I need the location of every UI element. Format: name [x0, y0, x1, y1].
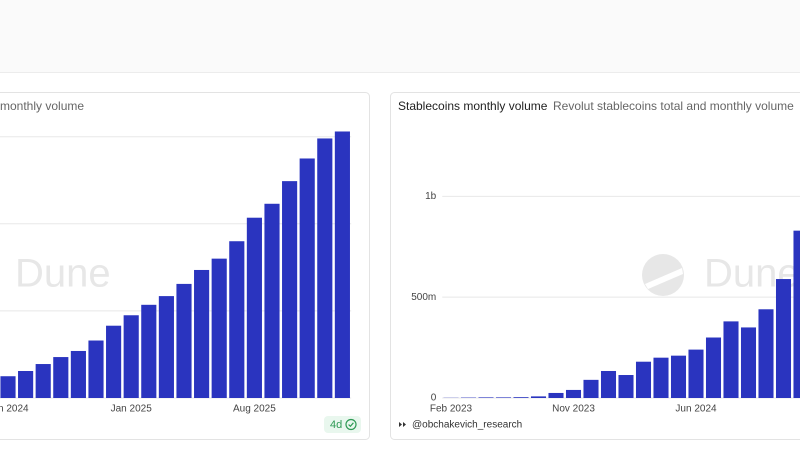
x-tick-label: Jun 2024: [675, 404, 717, 415]
watermark: Dune: [15, 252, 111, 296]
bar: [705, 337, 722, 398]
bar: [723, 321, 739, 398]
check-icon: [348, 422, 354, 428]
x-tick-label: Jun 2024: [0, 404, 29, 415]
bar: [513, 397, 529, 398]
x-tick-label: Aug 2025: [233, 404, 276, 415]
bar: [317, 138, 333, 399]
bar: [740, 327, 757, 398]
bar: [334, 131, 350, 398]
x-tick-label: Feb 2023: [430, 404, 473, 415]
bar: [282, 181, 298, 398]
top-bar: [0, 0, 800, 72]
check-icon: [345, 418, 357, 431]
bar: [653, 357, 669, 398]
bar: [88, 340, 104, 398]
bar: [635, 361, 652, 398]
bar: [158, 296, 174, 398]
bar: [478, 397, 494, 398]
badge: [324, 416, 361, 433]
bar: [53, 357, 69, 398]
bar: [106, 325, 122, 398]
x-tick-label: Nov 2023: [552, 404, 595, 415]
watermark-logo: [645, 268, 683, 289]
bar: [688, 349, 704, 398]
y-tick-label: 1b: [425, 191, 437, 202]
bar: [618, 375, 634, 398]
bar: [70, 350, 86, 398]
bar: [565, 389, 582, 398]
bar: [299, 158, 315, 398]
author: @obchakevich_research: [412, 420, 522, 431]
bar: [775, 279, 792, 398]
bar: [246, 217, 262, 398]
bar: [0, 376, 16, 398]
bar: [194, 269, 210, 398]
bar: [229, 241, 245, 398]
bar: [141, 304, 157, 398]
bar: [176, 283, 192, 398]
bar: [495, 397, 512, 398]
bar: [758, 309, 774, 398]
bar: [600, 370, 617, 398]
x-tick-label: Jan 2025: [111, 404, 153, 415]
chart-subtitle: monthly volume: [0, 99, 84, 113]
chart-subtitle: Revolut stablecoins total and monthly vo…: [553, 99, 794, 113]
author-icon: [399, 422, 406, 427]
bar: [35, 364, 51, 398]
chart-title: Stablecoins monthly volume: [398, 99, 548, 113]
bar: [123, 315, 139, 398]
badge-text: 4d: [330, 419, 342, 431]
bar: [793, 230, 800, 398]
bar: [530, 396, 547, 398]
bar: [548, 392, 564, 398]
bar: [211, 258, 227, 398]
bar: [18, 371, 34, 398]
bar: [264, 203, 280, 398]
y-tick-label: 0: [431, 393, 437, 404]
y-tick-label: 500m: [411, 292, 436, 303]
bar: [670, 355, 687, 398]
bar: [583, 379, 599, 398]
